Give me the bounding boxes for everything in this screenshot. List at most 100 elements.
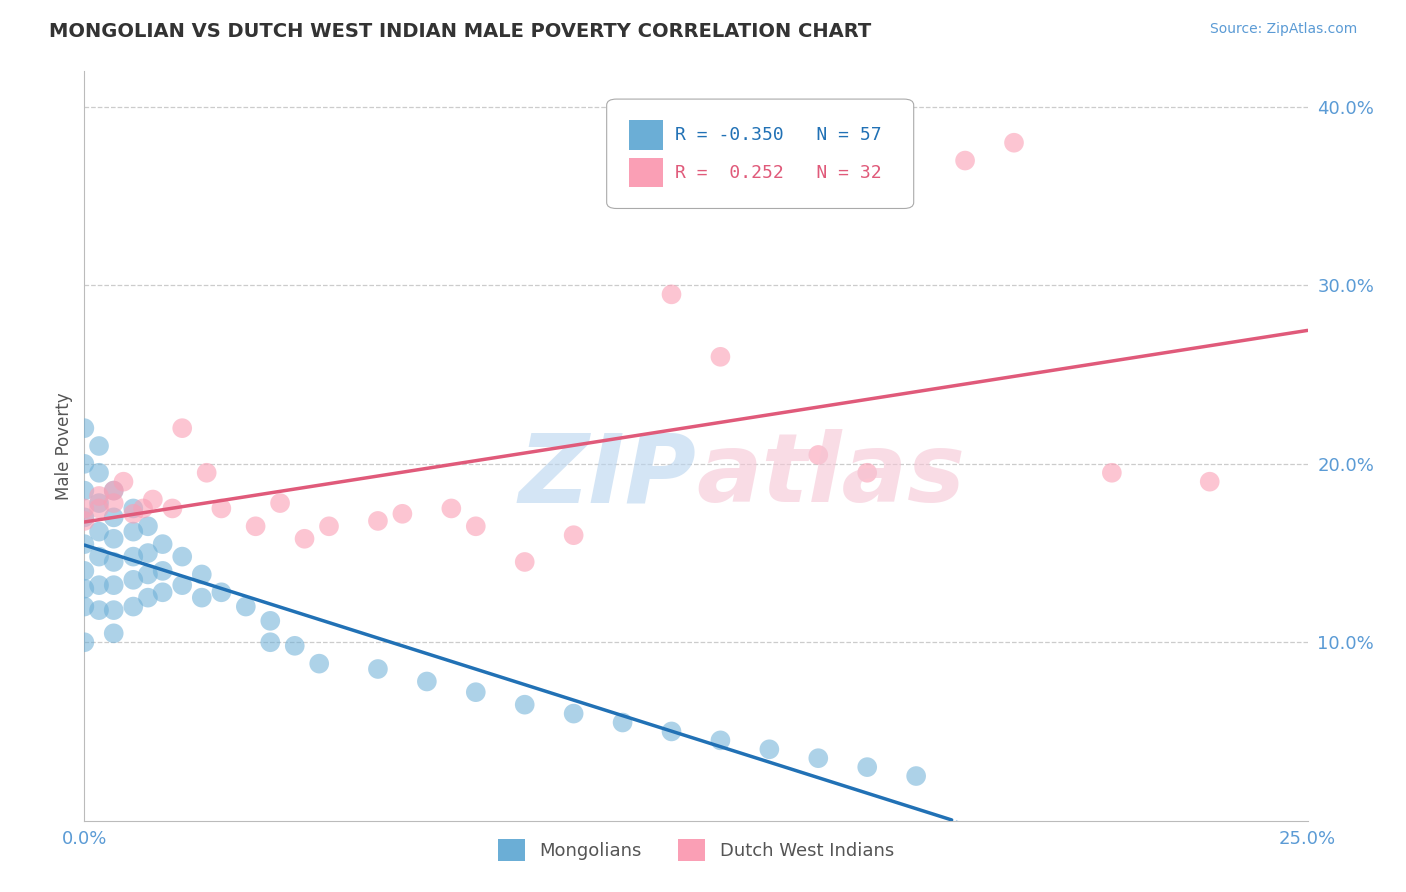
Point bbox=[661, 724, 683, 739]
Point bbox=[758, 742, 780, 756]
Point bbox=[87, 496, 110, 510]
Point bbox=[391, 507, 413, 521]
Point bbox=[142, 492, 165, 507]
Point bbox=[191, 591, 214, 605]
Point bbox=[122, 524, 145, 539]
Point bbox=[953, 153, 976, 168]
Point bbox=[464, 519, 486, 533]
Point bbox=[416, 674, 439, 689]
Point bbox=[259, 635, 281, 649]
Point bbox=[73, 599, 96, 614]
Point bbox=[152, 564, 174, 578]
Point bbox=[856, 466, 879, 480]
Point bbox=[73, 537, 96, 551]
FancyBboxPatch shape bbox=[628, 158, 664, 187]
Point bbox=[209, 585, 232, 599]
Point bbox=[709, 733, 731, 747]
Point bbox=[162, 501, 184, 516]
Point bbox=[905, 769, 928, 783]
Point bbox=[367, 514, 389, 528]
Point bbox=[103, 626, 125, 640]
Point bbox=[709, 350, 731, 364]
Point bbox=[103, 603, 125, 617]
Point bbox=[136, 591, 159, 605]
Point bbox=[73, 483, 96, 498]
Point bbox=[73, 501, 96, 516]
Point bbox=[87, 578, 110, 592]
Point bbox=[612, 715, 634, 730]
FancyBboxPatch shape bbox=[628, 120, 664, 150]
Point bbox=[172, 549, 194, 564]
Point bbox=[136, 546, 159, 560]
Point bbox=[103, 578, 125, 592]
Point bbox=[1198, 475, 1220, 489]
Point bbox=[661, 287, 683, 301]
FancyBboxPatch shape bbox=[606, 99, 914, 209]
Point bbox=[269, 496, 291, 510]
Point bbox=[87, 549, 110, 564]
Point bbox=[73, 514, 96, 528]
Point bbox=[259, 614, 281, 628]
Y-axis label: Male Poverty: Male Poverty bbox=[55, 392, 73, 500]
Point bbox=[191, 567, 214, 582]
Point bbox=[856, 760, 879, 774]
Point bbox=[308, 657, 330, 671]
Point bbox=[318, 519, 340, 533]
Point bbox=[284, 639, 307, 653]
Point bbox=[209, 501, 232, 516]
Text: ZIP: ZIP bbox=[517, 429, 696, 523]
Point bbox=[172, 421, 194, 435]
Point bbox=[195, 466, 218, 480]
Point bbox=[562, 528, 585, 542]
Point bbox=[87, 524, 110, 539]
Point bbox=[73, 635, 96, 649]
Text: R = -0.350   N = 57: R = -0.350 N = 57 bbox=[675, 126, 882, 144]
Point bbox=[87, 466, 110, 480]
Point bbox=[73, 510, 96, 524]
Text: atlas: atlas bbox=[696, 429, 965, 523]
Point bbox=[1101, 466, 1123, 480]
Point bbox=[87, 439, 110, 453]
Point bbox=[87, 603, 110, 617]
Point bbox=[122, 573, 145, 587]
Point bbox=[73, 582, 96, 596]
Legend: Mongolians, Dutch West Indians: Mongolians, Dutch West Indians bbox=[491, 831, 901, 868]
Point bbox=[562, 706, 585, 721]
Point bbox=[245, 519, 267, 533]
Point bbox=[103, 555, 125, 569]
Point bbox=[73, 421, 96, 435]
Point bbox=[807, 448, 830, 462]
Point bbox=[122, 599, 145, 614]
Point bbox=[103, 496, 125, 510]
Point bbox=[112, 475, 135, 489]
Point bbox=[122, 507, 145, 521]
Text: MONGOLIAN VS DUTCH WEST INDIAN MALE POVERTY CORRELATION CHART: MONGOLIAN VS DUTCH WEST INDIAN MALE POVE… bbox=[49, 22, 872, 41]
Point bbox=[152, 585, 174, 599]
Point bbox=[367, 662, 389, 676]
Point bbox=[294, 532, 316, 546]
Point bbox=[87, 501, 110, 516]
Point bbox=[172, 578, 194, 592]
Point bbox=[73, 564, 96, 578]
Point bbox=[122, 549, 145, 564]
Point bbox=[1002, 136, 1025, 150]
Point bbox=[235, 599, 257, 614]
Text: Source: ZipAtlas.com: Source: ZipAtlas.com bbox=[1209, 22, 1357, 37]
Point bbox=[152, 537, 174, 551]
Point bbox=[103, 532, 125, 546]
Point bbox=[87, 489, 110, 503]
Point bbox=[132, 501, 155, 516]
Point bbox=[73, 457, 96, 471]
Point bbox=[122, 501, 145, 516]
Point bbox=[103, 483, 125, 498]
Point bbox=[103, 483, 125, 498]
Point bbox=[103, 510, 125, 524]
Point bbox=[464, 685, 486, 699]
Point bbox=[807, 751, 830, 765]
Point bbox=[136, 519, 159, 533]
Point bbox=[513, 698, 536, 712]
Point bbox=[136, 567, 159, 582]
Point bbox=[513, 555, 536, 569]
Point bbox=[440, 501, 463, 516]
Text: R =  0.252   N = 32: R = 0.252 N = 32 bbox=[675, 163, 882, 181]
